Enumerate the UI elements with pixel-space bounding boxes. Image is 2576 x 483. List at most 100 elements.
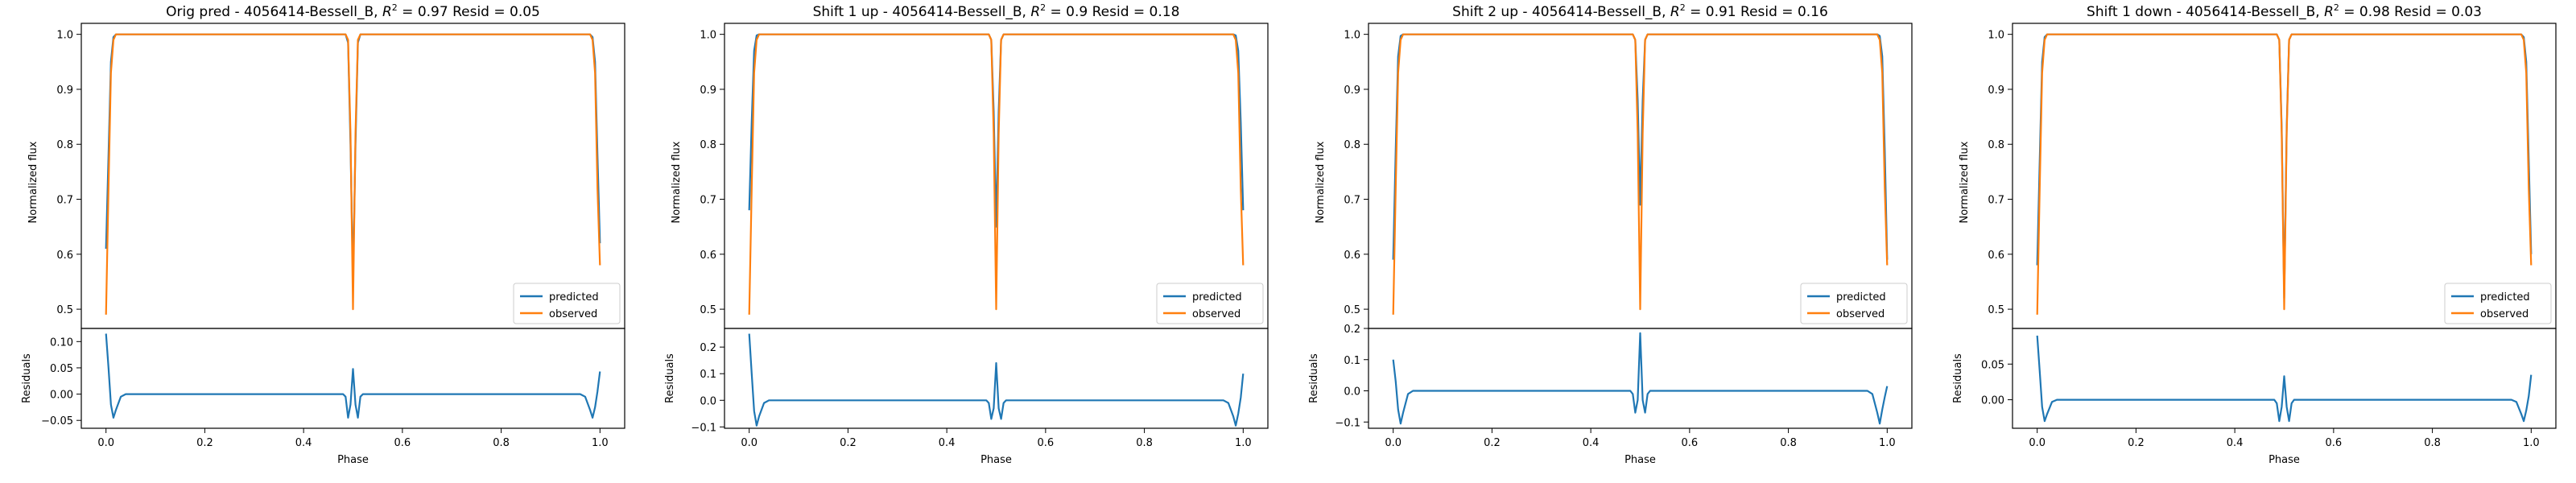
top-ytick-label: 0.9 <box>56 85 73 97</box>
chart-title-metrics: = 0.98 Resid = 0.03 <box>2339 4 2482 20</box>
series-line-residuals <box>748 333 1245 427</box>
series-line-residuals <box>1392 332 1889 425</box>
xtick-label: 0.0 <box>741 437 758 449</box>
top-ytick-label: 0.8 <box>1988 139 2004 151</box>
chart-title-r2-exponent: 2 <box>2334 2 2339 13</box>
top-y-axis-label: Normalized flux <box>1315 141 1327 223</box>
chart-title: Shift 1 up - 4056414-Bessell_B, R2 = 0.9… <box>813 2 1180 20</box>
residual-ytick-label: 0.10 <box>50 336 73 349</box>
residual-y-axis-label: Residuals <box>1308 353 1320 403</box>
residual-y-axis-label: Residuals <box>664 353 676 403</box>
chart-panel-1: Orig pred - 4056414-Bessell_B, R2 = 0.97… <box>21 2 625 466</box>
series-line-observed <box>2036 33 2533 315</box>
xtick-label: 0.2 <box>196 437 213 449</box>
xtick-label: 0.4 <box>1583 437 1600 449</box>
xtick-label: 0.8 <box>1136 437 1153 449</box>
legend-label-observed: observed <box>1836 308 1885 320</box>
xtick-label: 0.6 <box>1682 437 1699 449</box>
chart-panel-3: Shift 2 up - 4056414-Bessell_B, R2 = 0.9… <box>1308 2 1913 466</box>
chart-title: Shift 2 up - 4056414-Bessell_B, R2 = 0.9… <box>1452 2 1828 20</box>
xtick-label: 0.0 <box>97 437 114 449</box>
top-ytick-label: 0.8 <box>56 139 73 151</box>
top-y-axis-label: Normalized flux <box>671 141 683 223</box>
xtick-label: 0.0 <box>2029 437 2046 449</box>
chart-title-text: Shift 1 down - 4056414-Bessell_B, <box>2087 4 2324 20</box>
chart-panel-2: Shift 1 up - 4056414-Bessell_B, R2 = 0.9… <box>664 2 1269 466</box>
x-axis-label: Phase <box>980 454 1012 466</box>
chart-title-r2-exponent: 2 <box>1040 2 1046 13</box>
series-line-predicted <box>105 33 601 283</box>
series-line-residuals <box>105 333 601 419</box>
top-ytick-label: 0.9 <box>1344 85 1360 97</box>
legend: predicted observed <box>513 283 621 324</box>
series-line-predicted <box>1392 33 1889 260</box>
top-ytick-label: 0.6 <box>1988 250 2004 262</box>
xtick-label: 0.2 <box>840 437 857 449</box>
legend-label-predicted: predicted <box>1192 291 1242 303</box>
xtick-label: 0.8 <box>2424 437 2441 449</box>
residual-ytick-label: 0.2 <box>1344 324 1360 336</box>
residual-axes-frame <box>1368 328 1913 429</box>
chart-title-metrics: = 0.9 Resid = 0.18 <box>1046 4 1179 20</box>
xtick-label: 0.4 <box>2227 437 2244 449</box>
chart-title-r2-exponent: 2 <box>392 2 398 13</box>
series-line-residuals <box>2036 335 2533 423</box>
xtick-label: 0.2 <box>1484 437 1501 449</box>
series-line-predicted <box>748 33 1245 228</box>
top-ytick-label: 0.6 <box>700 250 716 262</box>
chart-title-r2-symbol: R <box>1030 4 1040 20</box>
top-ytick-label: 0.5 <box>700 304 716 316</box>
top-ytick-label: 0.5 <box>1988 304 2004 316</box>
residual-y-axis-label: Residuals <box>21 353 33 403</box>
series-line-observed <box>1392 33 1889 315</box>
series-line-observed <box>748 33 1245 315</box>
chart-title-r2-symbol: R <box>382 4 392 20</box>
legend-label-predicted: predicted <box>2480 291 2530 303</box>
xtick-label: 0.8 <box>493 437 510 449</box>
residual-ytick-label: 0.0 <box>1344 386 1360 398</box>
top-ytick-label: 0.7 <box>56 195 73 207</box>
top-ytick-label: 0.9 <box>700 85 716 97</box>
chart-title-r2-symbol: R <box>2324 4 2334 20</box>
top-ytick-label: 0.5 <box>56 304 73 316</box>
legend: predicted observed <box>2444 283 2552 324</box>
top-ytick-label: 0.6 <box>56 250 73 262</box>
residual-ytick-label: 0.2 <box>700 342 716 354</box>
residual-ytick-label: −0.1 <box>691 422 716 434</box>
xtick-label: 0.6 <box>1038 437 1055 449</box>
residual-ytick-label: 0.0 <box>700 395 716 407</box>
xtick-label: 1.0 <box>1879 437 1896 449</box>
xtick-label: 0.4 <box>295 437 312 449</box>
top-ytick-label: 0.8 <box>700 139 716 151</box>
xtick-label: 0.2 <box>2128 437 2145 449</box>
residual-ytick-label: 0.05 <box>50 363 73 375</box>
residual-ytick-label: 0.00 <box>1981 395 2004 407</box>
top-ytick-label: 0.5 <box>1344 304 1360 316</box>
legend: predicted observed <box>1156 283 1264 324</box>
top-ytick-label: 0.9 <box>1988 85 2004 97</box>
top-ytick-label: 0.8 <box>1344 139 1360 151</box>
chart-title-text: Shift 2 up - 4056414-Bessell_B, <box>1452 4 1670 20</box>
top-ytick-label: 1.0 <box>1988 30 2004 42</box>
xtick-label: 0.4 <box>939 437 956 449</box>
xtick-label: 1.0 <box>2523 437 2540 449</box>
top-y-axis-label: Normalized flux <box>1959 141 1971 223</box>
x-axis-label: Phase <box>2268 454 2300 466</box>
top-ytick-label: 1.0 <box>56 30 73 42</box>
chart-title: Orig pred - 4056414-Bessell_B, R2 = 0.97… <box>166 2 540 20</box>
xtick-label: 0.0 <box>1385 437 1402 449</box>
residual-axes-frame <box>80 328 625 429</box>
residual-ytick-label: 0.05 <box>1981 359 2004 371</box>
legend-label-observed: observed <box>2480 308 2529 320</box>
chart-title-text: Orig pred - 4056414-Bessell_B, <box>166 4 382 20</box>
top-ytick-label: 0.7 <box>1988 195 2004 207</box>
top-ytick-label: 0.7 <box>1344 195 1360 207</box>
chart-title-metrics: = 0.97 Resid = 0.05 <box>398 4 540 20</box>
legend-label-observed: observed <box>1192 308 1241 320</box>
xtick-label: 1.0 <box>1235 437 1252 449</box>
x-axis-label: Phase <box>337 454 369 466</box>
legend: predicted observed <box>1800 283 1908 324</box>
residual-ytick-label: −0.1 <box>1335 417 1360 429</box>
legend-label-observed: observed <box>549 308 597 320</box>
